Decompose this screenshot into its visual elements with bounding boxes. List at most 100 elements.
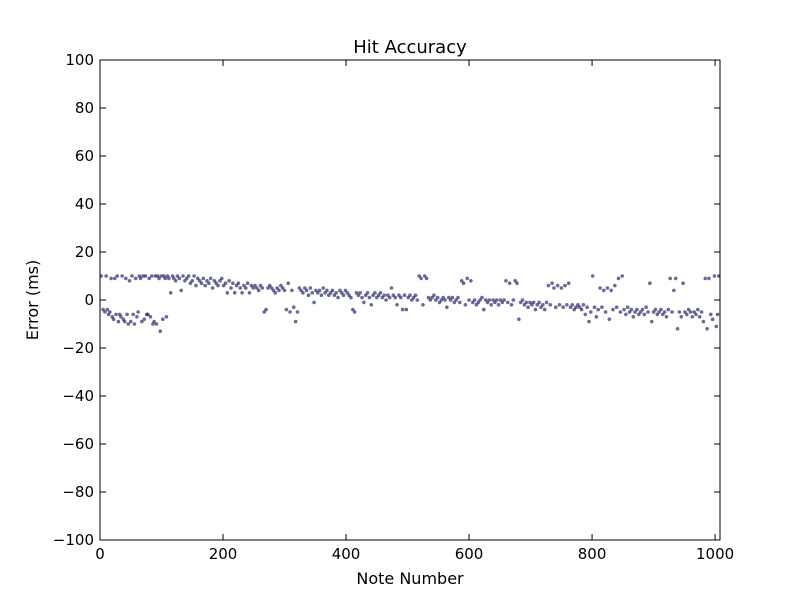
data-point	[238, 286, 243, 290]
data-point	[133, 276, 138, 281]
y-tick-label: −80	[62, 483, 94, 501]
data-point	[445, 305, 449, 310]
data-point	[164, 315, 169, 319]
data-point	[600, 305, 604, 310]
data-point	[548, 303, 553, 307]
data-point	[511, 298, 516, 302]
data-point	[620, 274, 624, 278]
data-point	[624, 312, 628, 317]
data-point	[553, 305, 558, 310]
data-point	[114, 312, 118, 317]
data-point	[132, 322, 137, 326]
data-point	[192, 274, 196, 278]
data-point	[480, 295, 484, 300]
data-point	[186, 274, 191, 278]
data-point	[152, 319, 156, 324]
data-point	[216, 283, 220, 288]
data-point	[243, 286, 248, 290]
data-point	[225, 291, 230, 295]
data-point	[469, 279, 473, 283]
data-point	[679, 315, 684, 319]
data-point	[148, 315, 153, 319]
data-point	[282, 288, 287, 293]
data-point	[696, 307, 700, 312]
data-point	[245, 281, 250, 286]
data-point	[349, 295, 353, 300]
data-point	[594, 315, 599, 319]
data-point	[256, 288, 261, 293]
data-point	[232, 291, 237, 295]
data-point	[592, 305, 597, 310]
data-point	[264, 307, 268, 312]
data-point	[136, 310, 140, 314]
data-point	[140, 319, 144, 324]
data-point	[684, 312, 689, 317]
data-point	[236, 281, 241, 286]
data-point	[177, 276, 182, 281]
data-point	[613, 283, 617, 288]
data-point	[146, 312, 150, 317]
data-point	[710, 317, 715, 322]
data-point	[690, 315, 695, 319]
data-point	[153, 274, 158, 278]
data-point	[306, 293, 311, 298]
data-point	[330, 288, 335, 293]
data-point	[122, 319, 127, 324]
data-point	[517, 317, 521, 322]
data-point	[648, 281, 652, 286]
data-points	[99, 274, 721, 334]
data-point	[605, 286, 610, 290]
data-point	[141, 274, 145, 278]
data-point	[128, 319, 133, 324]
y-tick-label: 20	[75, 243, 94, 261]
data-point	[111, 317, 116, 322]
data-point	[502, 298, 506, 302]
data-point	[659, 307, 663, 312]
data-point	[557, 303, 562, 307]
data-point	[559, 286, 564, 290]
data-point	[131, 312, 136, 317]
data-point	[524, 300, 529, 305]
data-point	[487, 298, 492, 302]
data-point	[542, 307, 547, 312]
data-point	[681, 281, 685, 286]
data-point	[672, 288, 676, 293]
data-point	[515, 281, 519, 286]
data-point	[635, 307, 639, 312]
data-point	[312, 300, 316, 305]
data-point	[240, 291, 244, 295]
data-point	[404, 307, 409, 312]
data-point	[644, 305, 648, 310]
data-point	[120, 274, 124, 278]
data-point	[424, 276, 429, 281]
x-tick-label: 800	[578, 545, 607, 563]
data-point	[382, 293, 386, 298]
data-point	[190, 279, 195, 283]
data-point	[703, 276, 708, 281]
y-tick-label: 80	[75, 99, 94, 117]
x-axis-label: Note Number	[356, 569, 464, 588]
data-point	[227, 279, 231, 283]
y-axis-label: Error (ms)	[23, 260, 42, 341]
data-point	[596, 307, 601, 312]
data-point	[304, 288, 309, 293]
data-point	[456, 295, 460, 300]
data-point	[520, 298, 525, 302]
data-point	[124, 276, 128, 281]
data-point	[207, 281, 211, 286]
data-point	[589, 310, 593, 314]
data-point	[273, 291, 278, 295]
data-point	[563, 283, 567, 288]
data-point	[400, 307, 405, 312]
data-point	[461, 281, 466, 286]
data-point	[334, 291, 338, 295]
x-tick-label: 0	[95, 545, 105, 563]
x-tick-label: 200	[209, 545, 238, 563]
data-point	[365, 291, 370, 295]
data-point	[208, 276, 213, 281]
data-point	[694, 312, 698, 317]
data-point	[570, 303, 575, 307]
data-point	[699, 310, 704, 314]
